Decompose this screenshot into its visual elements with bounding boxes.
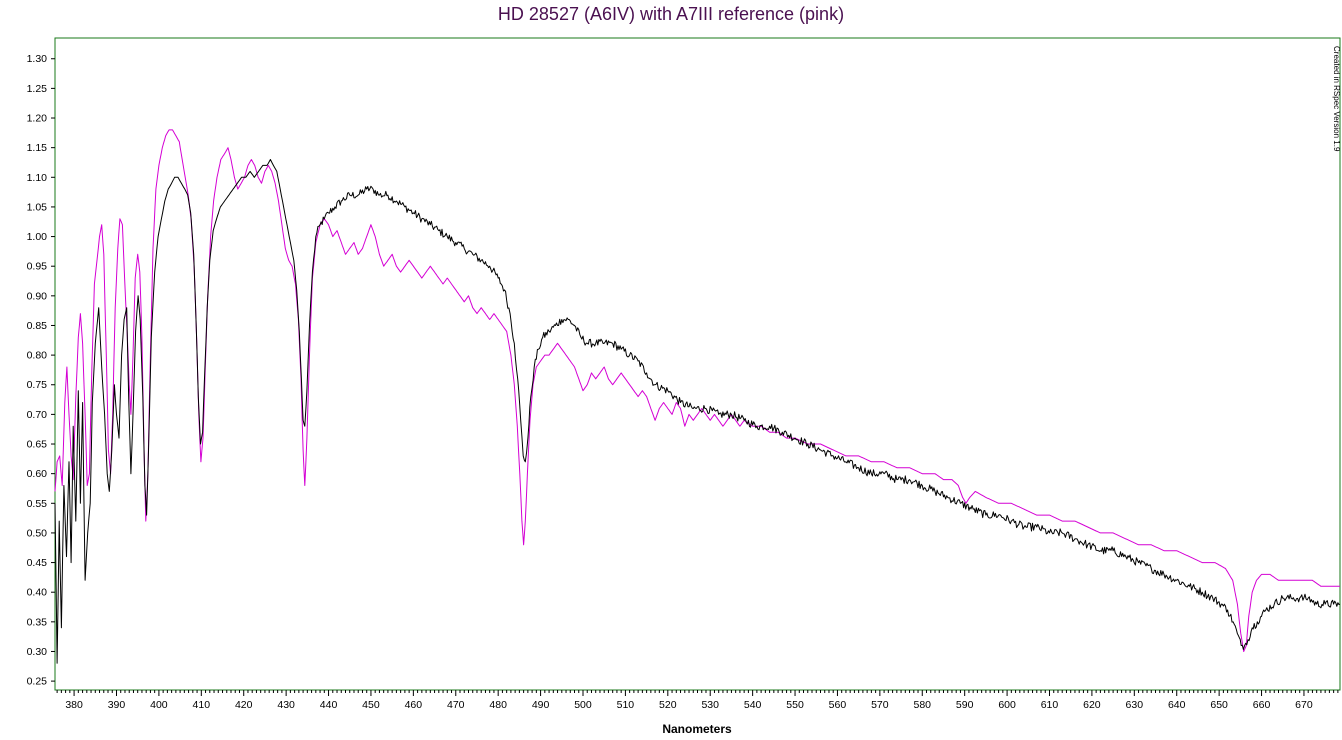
y-tick-label: 0.40 (27, 587, 48, 599)
x-tick-label: 410 (193, 699, 211, 711)
x-tick-label: 590 (956, 699, 974, 711)
x-tick-label: 520 (659, 699, 677, 711)
y-tick-label: 0.30 (27, 646, 48, 658)
x-tick-label: 470 (447, 699, 465, 711)
x-tick-label: 580 (914, 699, 932, 711)
y-tick-label: 0.25 (27, 676, 48, 688)
x-tick-label: 640 (1168, 699, 1186, 711)
x-tick-label: 620 (1083, 699, 1101, 711)
x-tick-label: 390 (108, 699, 126, 711)
y-tick-label: 0.35 (27, 616, 48, 628)
x-tick-label: 460 (405, 699, 423, 711)
y-tick-label: 0.70 (27, 409, 48, 421)
y-tick-label: 1.20 (27, 113, 48, 125)
x-tick-label: 610 (1041, 699, 1059, 711)
rspec-watermark: Created in RSpec Version 1.9 (1332, 46, 1341, 152)
x-tick-label: 380 (65, 699, 83, 711)
series-line-reference (54, 129, 1340, 652)
x-tick-label: 660 (1253, 699, 1271, 711)
y-tick-label: 0.45 (27, 557, 48, 569)
x-tick-label: 670 (1295, 699, 1313, 711)
x-axis-label: Nanometers (662, 722, 732, 736)
x-tick-label: 480 (489, 699, 507, 711)
y-axis: 0.25 0.30 0.35 0.40 0.45 0.50 0.55 0.60 0.65 0.70… (27, 53, 55, 688)
x-tick-label: 420 (235, 699, 253, 711)
series-line-hd28527 (54, 159, 1341, 664)
x-axis: 380 390 400 410 420 430 440 450 460 470 480 490 500 5… (56, 690, 1339, 711)
x-tick-label: 650 (1210, 699, 1228, 711)
x-tick-label: 510 (617, 699, 635, 711)
y-tick-label: 0.80 (27, 350, 48, 362)
x-tick-label: 600 (998, 699, 1016, 711)
y-tick-label: 1.25 (27, 83, 48, 95)
x-tick-label: 490 (532, 699, 550, 711)
series-layer (54, 129, 1341, 664)
y-tick-label: 0.90 (27, 290, 48, 302)
x-tick-label: 630 (1126, 699, 1144, 711)
y-tick-label: 1.00 (27, 231, 48, 243)
y-tick-label: 1.15 (27, 142, 48, 154)
x-tick-label: 400 (150, 699, 168, 711)
y-tick-label: 0.60 (27, 468, 48, 480)
y-tick-label: 1.05 (27, 201, 48, 213)
x-tick-label: 450 (362, 699, 380, 711)
y-tick-label: 1.10 (27, 172, 48, 184)
x-tick-label: 560 (829, 699, 847, 711)
x-tick-label: 550 (786, 699, 804, 711)
y-tick-label: 1.30 (27, 53, 48, 65)
x-tick-label: 530 (701, 699, 719, 711)
y-tick-label: 0.55 (27, 498, 48, 510)
chart-title: HD 28527 (A6IV) with A7III reference (pi… (497, 4, 845, 24)
x-tick-label: 570 (871, 699, 889, 711)
y-tick-label: 0.65 (27, 439, 48, 451)
x-tick-label: 430 (277, 699, 295, 711)
x-tick-label: 540 (744, 699, 762, 711)
x-tick-label: 440 (320, 699, 338, 711)
y-tick-label: 0.50 (27, 527, 48, 539)
y-tick-label: 0.95 (27, 261, 48, 273)
y-tick-label: 0.75 (27, 379, 48, 391)
plot-area-frame (54, 37, 1341, 691)
y-tick-label: 0.85 (27, 320, 48, 332)
x-tick-label: 500 (574, 699, 592, 711)
